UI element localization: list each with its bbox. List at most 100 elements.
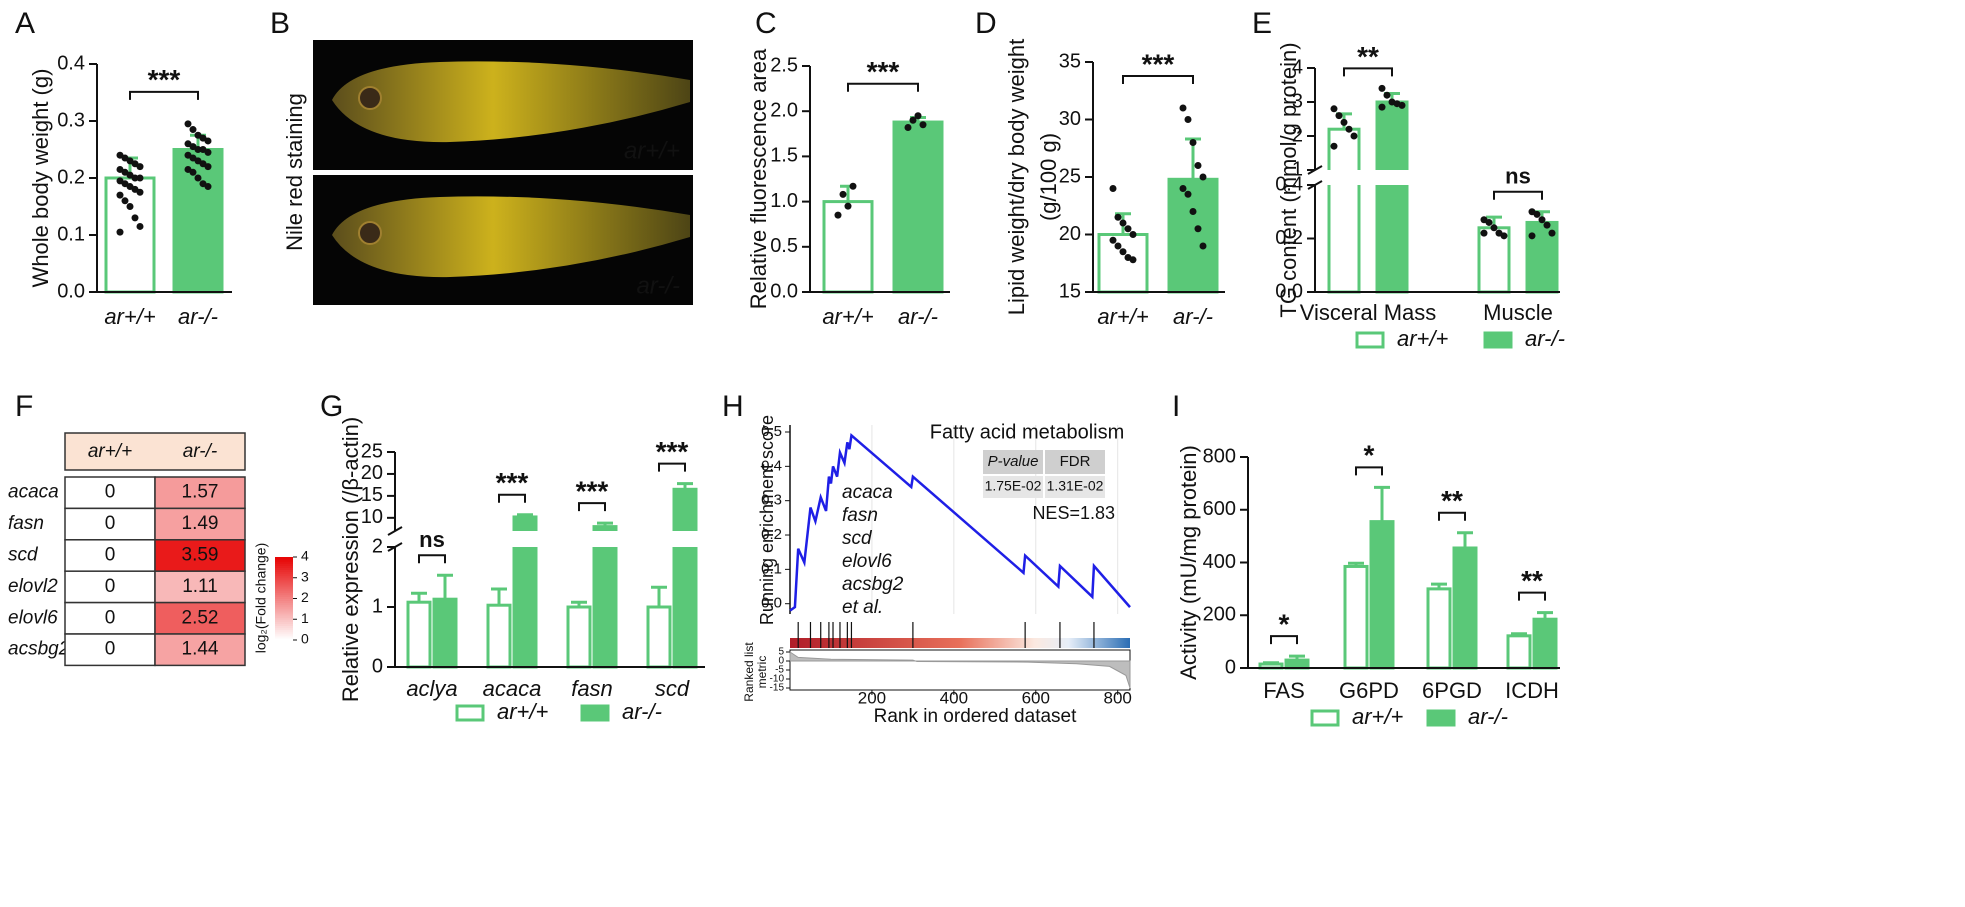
colorbar-step	[275, 557, 293, 560]
heatmap-cell	[154, 539, 246, 572]
metric-frame	[789, 649, 1131, 691]
colorbar-step	[275, 629, 293, 633]
significance-bracket	[1270, 635, 1298, 645]
panel-letter: G	[320, 390, 343, 423]
colorbar-step	[275, 579, 293, 583]
panel-letter: D	[975, 7, 997, 40]
legend-label: ar-/-	[1525, 326, 1565, 351]
data-point	[1548, 229, 1556, 237]
significance-bracket	[1122, 75, 1194, 84]
significance-bracket	[129, 90, 199, 100]
y-tick-label: 10	[361, 506, 383, 528]
data-point	[1184, 190, 1192, 198]
x-tick-label: 200	[858, 688, 886, 707]
y-tick-label: 1	[1292, 158, 1303, 180]
cell-value: 1.57	[182, 482, 219, 503]
colorbar-tick-label: 3	[301, 568, 309, 584]
heatmap-cell	[154, 570, 246, 604]
data-point	[1533, 210, 1541, 218]
data-point	[1330, 105, 1338, 113]
error-bar	[1431, 582, 1447, 589]
error-bar	[1263, 661, 1279, 665]
x-tick-label: ar-/-	[1173, 304, 1213, 329]
bar	[822, 200, 874, 294]
significance-label: ***	[148, 64, 181, 95]
colorbar-tick-label: 1	[301, 610, 309, 626]
significance-label: *	[1279, 609, 1290, 640]
stats-value: 1.31E-02	[1047, 478, 1104, 494]
y-tick-label: 2.5	[770, 54, 798, 76]
data-point	[1119, 219, 1127, 227]
y-tick-label: 0.2	[1275, 227, 1303, 249]
significance-bracket	[1438, 511, 1466, 521]
x-tick-label: Visceral Mass	[1300, 300, 1437, 325]
y-tick-label: 400	[1203, 551, 1236, 573]
data-point	[1378, 103, 1386, 111]
y-tick-label: 800	[1203, 445, 1236, 467]
data-point	[1184, 116, 1192, 123]
y-tick-label: 0.4	[761, 457, 782, 474]
row-label: scd	[8, 545, 39, 566]
legend-swatch	[1426, 709, 1456, 727]
data-point	[136, 174, 144, 182]
y-tick-label: 30	[1059, 108, 1081, 130]
legend-swatch	[1483, 331, 1513, 349]
stats-value-cell	[1045, 476, 1105, 498]
bar	[1343, 564, 1369, 670]
cell-value: 0	[105, 513, 116, 534]
colorbar-step	[275, 598, 293, 602]
colorbar-step	[275, 590, 293, 593]
data-point	[1129, 256, 1137, 264]
data-point	[204, 137, 212, 145]
data-point	[204, 183, 212, 191]
significance-bracket	[498, 493, 526, 503]
significance-bracket	[847, 82, 919, 92]
data-point	[1480, 229, 1488, 237]
gene-label: fasn	[842, 505, 878, 526]
data-point	[1538, 216, 1546, 224]
error-bar	[677, 482, 693, 490]
metric-tick-label: -15	[770, 683, 785, 694]
error-bar	[571, 600, 587, 607]
bar	[104, 176, 156, 294]
stats-value-cell	[983, 476, 1043, 498]
data-point	[136, 188, 144, 196]
y-tick-label: 0.0	[1275, 280, 1303, 302]
panel-letter: E	[1252, 7, 1272, 40]
data-point	[1199, 173, 1207, 181]
y-tick-label: 0.5	[770, 235, 798, 257]
cell-value: 1.11	[182, 576, 218, 597]
rank-colorbar	[790, 638, 1130, 648]
data-point	[121, 197, 129, 205]
significance-bracket	[1355, 466, 1383, 476]
data-point	[136, 163, 144, 171]
error-bar	[491, 587, 507, 606]
colorbar-step	[275, 617, 293, 620]
gene-label: et al.	[842, 597, 883, 618]
cell-value: 2.52	[182, 607, 219, 628]
metric-tick-label: 0	[778, 656, 784, 667]
bar	[1167, 177, 1219, 294]
data-point	[116, 228, 124, 236]
cell-value: 1.49	[182, 513, 219, 534]
colorbar-step	[275, 577, 293, 581]
error-bar	[1374, 485, 1390, 522]
x-tick-label: 400	[940, 688, 968, 707]
colorbar-tick-label: 0	[301, 631, 309, 647]
colorbar-step	[275, 565, 293, 568]
data-point	[1330, 142, 1338, 150]
row-label: acaca	[8, 482, 59, 503]
colorbar-step	[275, 602, 293, 606]
y-tick-label: 0.3	[57, 109, 85, 131]
colorbar-step	[275, 608, 293, 612]
fish-eye	[358, 221, 382, 245]
data-point	[1119, 248, 1127, 256]
cell-value: 0	[105, 639, 116, 660]
heatmap-cell	[64, 601, 156, 635]
data-point	[1179, 185, 1187, 192]
fish	[332, 196, 690, 278]
panel-letter: C	[755, 7, 777, 40]
data-point	[189, 168, 197, 176]
significance-bracket	[658, 462, 686, 472]
data-point	[909, 116, 917, 124]
